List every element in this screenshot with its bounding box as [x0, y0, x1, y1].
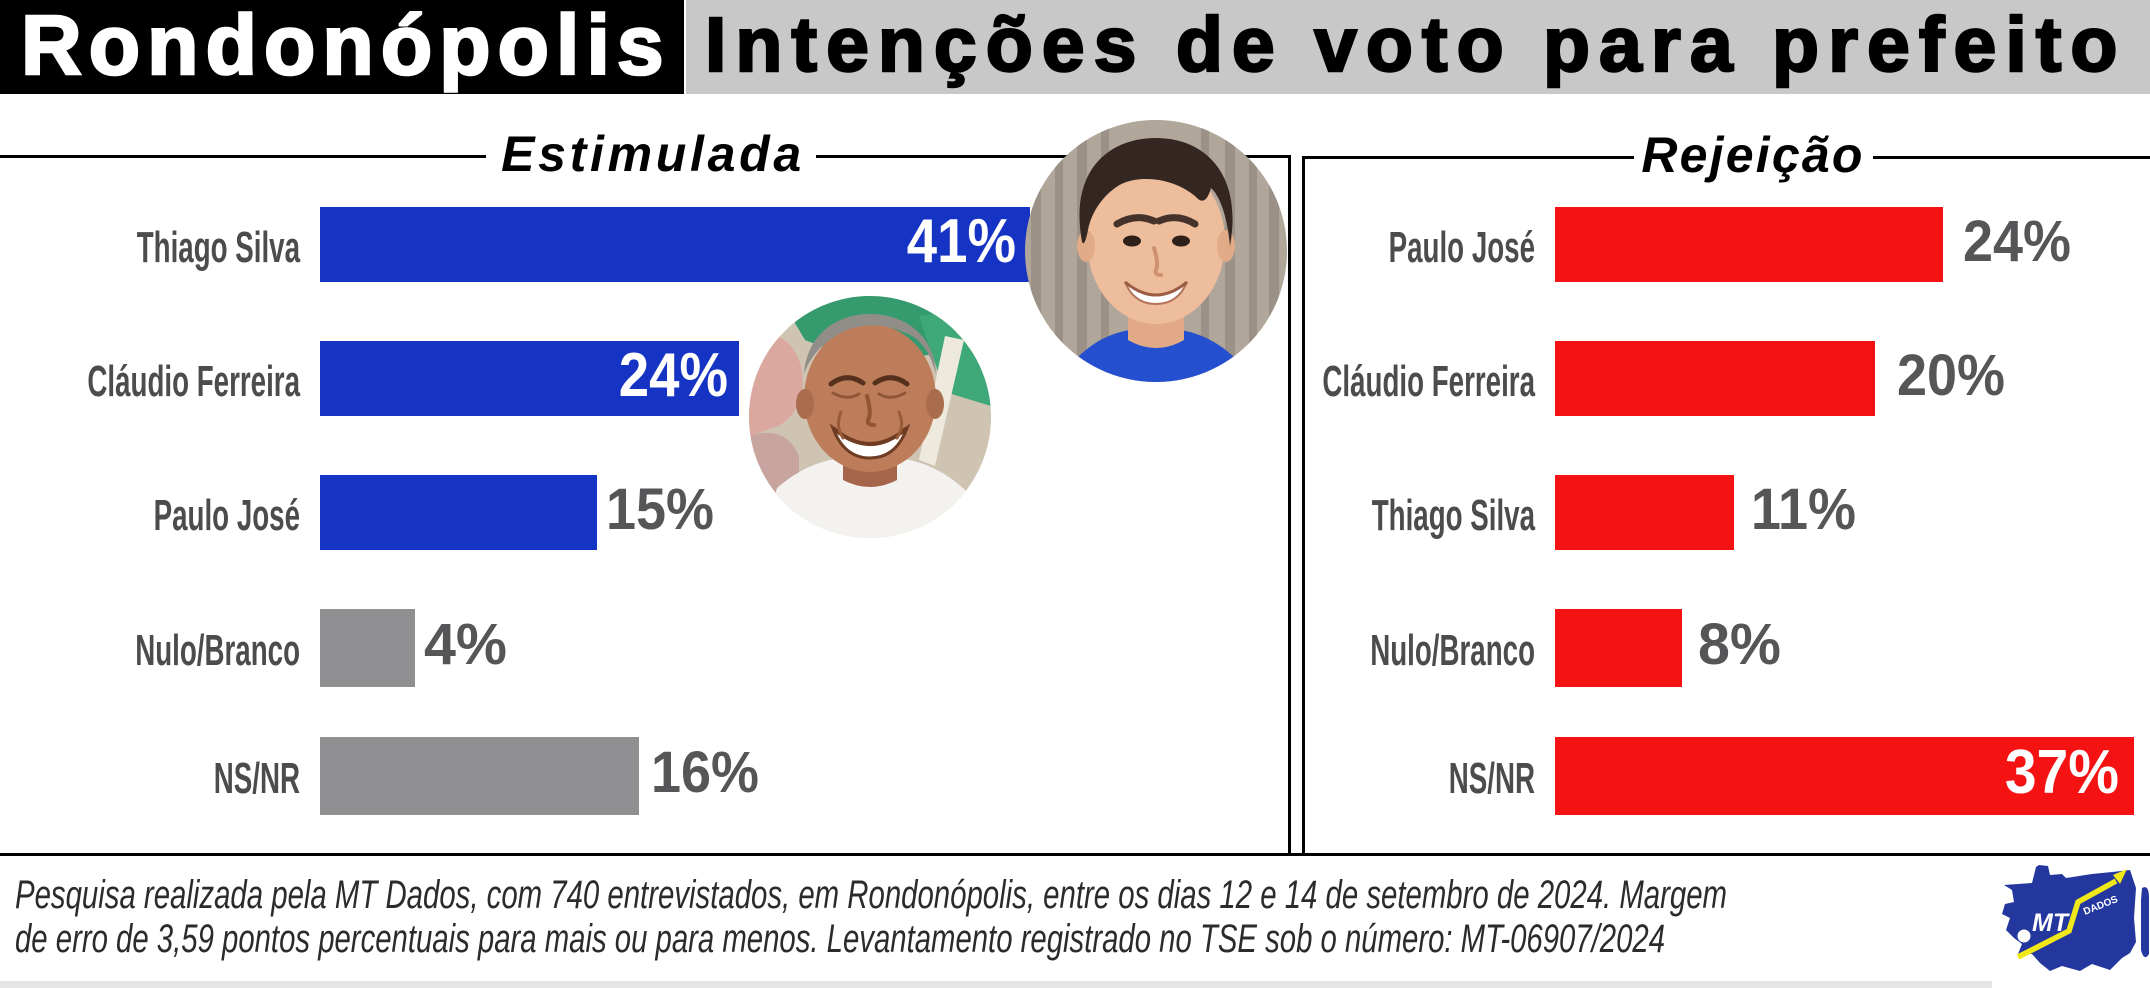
svg-text:MT: MT [2032, 909, 2071, 937]
